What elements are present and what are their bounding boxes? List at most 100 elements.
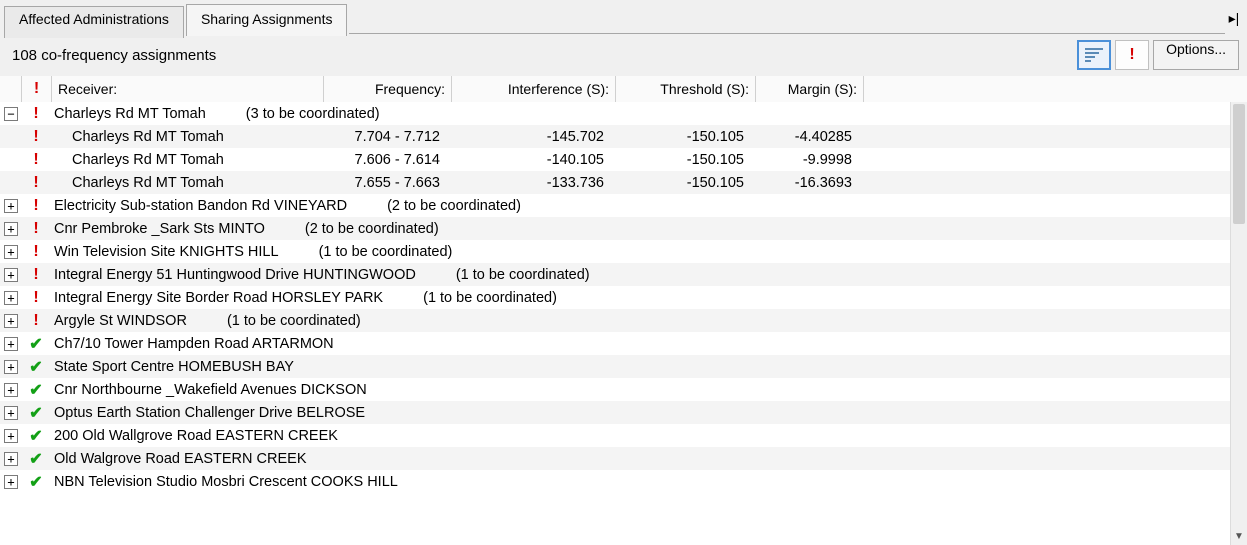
expand-icon[interactable]: + <box>4 314 18 328</box>
assignment-row[interactable]: !Charleys Rd MT Tomah7.606 - 7.614-140.1… <box>0 148 1247 171</box>
frequency-cell: 7.655 - 7.663 <box>322 175 450 191</box>
status-cell: ✔ <box>22 403 50 423</box>
expander-cell[interactable]: − <box>0 107 22 121</box>
coordination-note: (1 to be coordinated) <box>423 290 557 306</box>
receiver-cell: Integral Energy Site Border Road HORSLEY… <box>50 290 383 306</box>
scroll-thumb[interactable] <box>1233 104 1245 224</box>
exclamation-icon: ! <box>33 105 38 123</box>
assignment-count-label: 108 co-frequency assignments <box>12 47 216 64</box>
expander-cell[interactable]: + <box>0 475 22 489</box>
group-row[interactable]: +!Argyle St WINDSOR(1 to be coordinated) <box>0 309 1247 332</box>
expander-cell[interactable]: + <box>0 291 22 305</box>
expander-cell[interactable]: + <box>0 199 22 213</box>
receiver-cell: Charleys Rd MT Tomah <box>72 175 322 191</box>
exclamation-icon: ! <box>33 243 38 261</box>
group-row[interactable]: +!Integral Energy Site Border Road HORSL… <box>0 286 1247 309</box>
header-expander[interactable] <box>0 76 22 102</box>
header-interference[interactable]: Interference (S): <box>452 76 616 102</box>
group-row[interactable]: +✔Ch7/10 Tower Hampden Road ARTARMON <box>0 332 1247 355</box>
margin-cell: -16.3693 <box>754 175 862 191</box>
group-row[interactable]: +!Win Television Site KNIGHTS HILL(1 to … <box>0 240 1247 263</box>
grid-wrap: −!Charleys Rd MT Tomah(3 to be coordinat… <box>0 102 1247 545</box>
receiver-cell: Integral Energy 51 Huntingwood Drive HUN… <box>50 267 416 283</box>
expander-cell[interactable]: + <box>0 452 22 466</box>
filter-button[interactable] <box>1077 40 1111 70</box>
interference-cell: -145.702 <box>450 129 614 145</box>
expander-cell[interactable]: + <box>0 268 22 282</box>
check-icon: ✔ <box>29 472 42 492</box>
group-row[interactable]: −!Charleys Rd MT Tomah(3 to be coordinat… <box>0 102 1247 125</box>
receiver-cell: Charleys Rd MT Tomah <box>72 129 322 145</box>
check-icon: ✔ <box>29 403 42 423</box>
group-row[interactable]: +✔Old Walgrove Road EASTERN CREEK <box>0 447 1247 470</box>
interference-cell: -140.105 <box>450 152 614 168</box>
expander-cell[interactable]: + <box>0 314 22 328</box>
tab-overflow-arrow-icon[interactable]: ▸| <box>1225 2 1243 34</box>
receiver-cell: State Sport Centre HOMEBUSH BAY <box>50 359 294 375</box>
header-label: Threshold (S): <box>660 81 749 97</box>
expand-icon[interactable]: + <box>4 406 18 420</box>
expand-icon[interactable]: + <box>4 337 18 351</box>
expander-cell[interactable]: + <box>0 383 22 397</box>
header-status[interactable]: ! <box>22 76 52 102</box>
collapse-icon[interactable]: − <box>4 107 18 121</box>
tab-spacer <box>349 2 1225 34</box>
check-icon: ✔ <box>29 426 42 446</box>
options-label: Options... <box>1166 41 1226 57</box>
expander-cell[interactable]: + <box>0 406 22 420</box>
expand-icon[interactable]: + <box>4 245 18 259</box>
header-receiver[interactable]: Receiver: <box>52 76 324 102</box>
expand-icon[interactable]: + <box>4 475 18 489</box>
filter-icon <box>1085 48 1103 62</box>
expand-icon[interactable]: + <box>4 222 18 236</box>
toolbar: 108 co-frequency assignments ! Options..… <box>0 34 1247 76</box>
tab-sharing-assignments[interactable]: Sharing Assignments <box>186 4 348 36</box>
assignment-row[interactable]: !Charleys Rd MT Tomah7.704 - 7.712-145.7… <box>0 125 1247 148</box>
receiver-cell: Charleys Rd MT Tomah <box>72 152 322 168</box>
group-row[interactable]: + ✔ 200 Old Wallgrove Road EASTERN CREEK <box>0 424 1247 447</box>
receiver-cell: Optus Earth Station Challenger Drive BEL… <box>50 405 365 421</box>
scroll-down-arrow-icon[interactable]: ▼ <box>1231 528 1247 545</box>
expander-cell[interactable]: + <box>0 337 22 351</box>
group-row[interactable]: +!Cnr Pembroke _Sark Sts MINTO(2 to be c… <box>0 217 1247 240</box>
group-row[interactable]: +! Integral Energy 51 Huntingwood Drive H… <box>0 263 1247 286</box>
options-button[interactable]: Options... <box>1153 40 1239 70</box>
header-threshold[interactable]: Threshold (S): <box>616 76 756 102</box>
group-row[interactable]: +✔NBN Television Studio Mosbri Crescent … <box>0 470 1247 493</box>
expander-cell[interactable]: + <box>0 245 22 259</box>
receiver-cell: Ch7/10 Tower Hampden Road ARTARMON <box>50 336 334 352</box>
expander-cell[interactable]: + <box>0 429 22 443</box>
header-frequency[interactable]: Frequency: <box>324 76 452 102</box>
coordination-note: (1 to be coordinated) <box>227 313 361 329</box>
expander-cell[interactable]: + <box>0 360 22 374</box>
exclamation-icon: ! <box>33 266 38 284</box>
receiver-cell: Cnr Northbourne _Wakefield Avenues DICKS… <box>50 382 367 398</box>
header-margin[interactable]: Margin (S): <box>756 76 864 102</box>
vertical-scrollbar[interactable]: ▲ ▼ <box>1230 102 1247 545</box>
expand-icon[interactable]: + <box>4 452 18 466</box>
expander-cell[interactable]: + <box>0 222 22 236</box>
receiver-cell: 200 Old Wallgrove Road EASTERN CREEK <box>50 428 338 444</box>
assignment-row[interactable]: !Charleys Rd MT Tomah7.655 - 7.663-133.7… <box>0 171 1247 194</box>
tab-affected-administrations[interactable]: Affected Administrations <box>4 6 184 38</box>
coordination-note: (1 to be coordinated) <box>456 267 590 283</box>
expand-icon[interactable]: + <box>4 383 18 397</box>
group-row[interactable]: +! Electricity Sub-station Bandon Rd VINE… <box>0 194 1247 217</box>
group-row[interactable]: + ✔ Optus Earth Station Challenger Drive B… <box>0 401 1247 424</box>
header-label: Interference (S): <box>508 81 609 97</box>
status-cell: ! <box>22 105 50 123</box>
threshold-cell: -150.105 <box>614 152 754 168</box>
expand-icon[interactable]: + <box>4 268 18 282</box>
expand-icon[interactable]: + <box>4 291 18 305</box>
expand-icon[interactable]: + <box>4 429 18 443</box>
receiver-cell: Electricity Sub-station Bandon Rd VINEYA… <box>50 198 347 214</box>
check-icon: ✔ <box>29 357 42 377</box>
expand-icon[interactable]: + <box>4 360 18 374</box>
exclamation-icon: ! <box>33 197 38 215</box>
alert-filter-button[interactable]: ! <box>1115 40 1149 70</box>
expand-icon[interactable]: + <box>4 199 18 213</box>
group-row[interactable]: + ✔ Cnr Northbourne _Wakefield Avenues DIC… <box>0 378 1247 401</box>
group-row[interactable]: + ✔ State Sport Centre HOMEBUSH BAY <box>0 355 1247 378</box>
check-icon: ✔ <box>29 380 42 400</box>
frequency-cell: 7.606 - 7.614 <box>322 152 450 168</box>
